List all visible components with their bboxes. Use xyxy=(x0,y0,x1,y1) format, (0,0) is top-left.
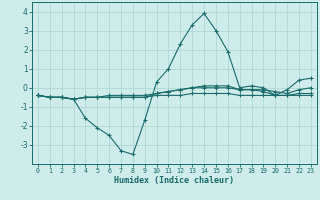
X-axis label: Humidex (Indice chaleur): Humidex (Indice chaleur) xyxy=(115,176,234,185)
